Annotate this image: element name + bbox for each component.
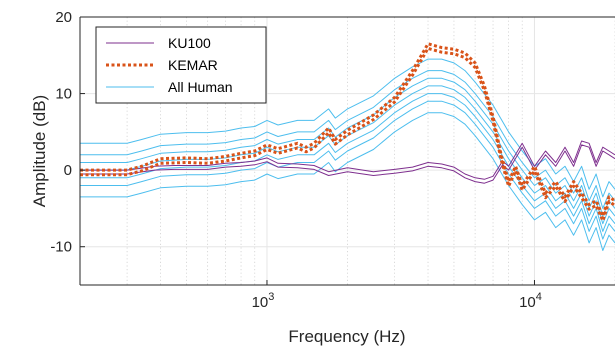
- series-line-ku100-2: [80, 144, 615, 184]
- series-line-kemar-2: [80, 46, 615, 223]
- series-layer: [80, 42, 615, 251]
- series-line-all-human-5: [80, 77, 615, 217]
- legend-label-all-human: All Human: [168, 79, 233, 95]
- y-tick-label: 20: [55, 9, 72, 26]
- y-tick-label: 0: [64, 162, 72, 179]
- series-line-all-human-7: [80, 58, 615, 198]
- series-line-all-human-3: [80, 93, 615, 232]
- legend: KU100 KEMAR All Human: [95, 26, 267, 104]
- legend-label-ku100: KU100: [168, 35, 211, 51]
- x-tick-label: 104: [519, 291, 542, 311]
- series-line-kemar-1: [80, 42, 615, 218]
- x-axis-label: Frequency (Hz): [288, 327, 405, 346]
- y-tick-label: 10: [55, 86, 72, 103]
- x-tick-label: 103: [252, 291, 275, 311]
- series-line-all-human-1: [80, 112, 615, 251]
- y-tick-label: -10: [50, 239, 72, 256]
- series-line-ku100-1: [80, 140, 615, 180]
- axes: [79, 16, 615, 286]
- tick-labels: 20 10 0 -10 103 104: [50, 9, 542, 311]
- y-axis-label: Amplitude (dB): [30, 95, 49, 207]
- legend-label-kemar: KEMAR: [168, 57, 218, 73]
- series-line-all-human-2: [80, 100, 615, 240]
